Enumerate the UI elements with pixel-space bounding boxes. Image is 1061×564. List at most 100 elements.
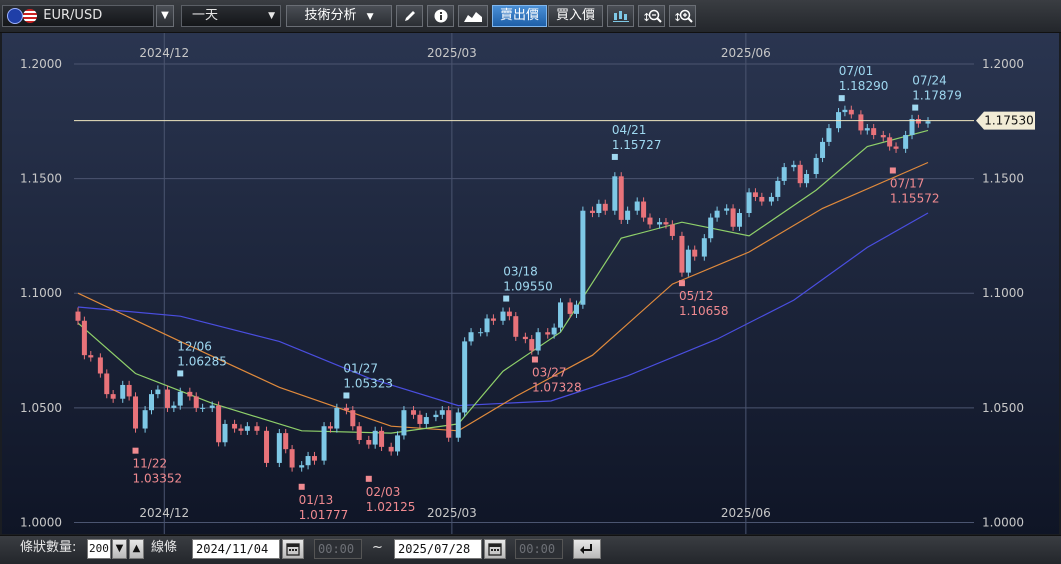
candle-body [238,428,244,431]
candle-body [177,391,183,406]
low-value-label: 1.01777 [299,508,349,522]
interval-select[interactable]: 一天 ▼ [181,5,281,27]
zoom-in-button[interactable]: ↕ [669,5,696,27]
low-marker [298,483,305,490]
candle-body [915,118,921,124]
candle-body [506,311,512,317]
candle-body [573,304,579,314]
bar-count-input[interactable]: 200 [87,539,111,559]
x-tick-label-top: 2024/12 [139,46,189,60]
candle-body [903,135,909,149]
candle-body [120,384,126,399]
candle-body [379,430,385,447]
candle-body [797,164,803,184]
candle-body [417,414,423,424]
candle-body [663,222,669,225]
candle-body [356,426,362,440]
chevron-down-icon: ▼ [366,12,374,22]
candle-body [264,430,270,463]
return-arrow-icon [580,544,592,554]
candle-body [880,135,886,138]
candle-body [187,391,193,397]
y-tick-label-left: 1.1000 [20,286,62,300]
candle-body [887,137,893,147]
from-time-value: 00:00 [318,542,355,556]
to-date-input[interactable]: 2025/07/28 [394,539,482,559]
candle-body [142,410,148,429]
candle-body [222,423,228,443]
candle-body [791,164,797,168]
candles-toggle-button[interactable] [607,5,634,27]
low-value-label: 1.07328 [532,381,582,395]
low-date-label: 11/22 [133,457,168,471]
candlestick-icon [612,11,629,22]
buy-price-button[interactable]: 買入價 [548,5,603,27]
symbol-combo[interactable]: EUR/USD [2,5,154,27]
candle-body [820,141,826,158]
candle-body [423,417,429,424]
high-date-label: 07/01 [839,64,874,78]
candle-body [171,405,177,408]
candle-body [701,238,707,257]
bar-count-decrease-button[interactable]: ▼ [112,539,127,559]
candle-body [193,396,199,408]
candle-body [388,446,394,452]
candle-body [657,222,663,225]
candle-body [781,167,787,181]
svg-text:↕: ↕ [673,11,682,24]
chevron-down-icon: ▼ [115,543,124,554]
zoom-out-button[interactable]: ↕ [638,5,665,27]
candle-body [75,311,81,321]
low-date-label: 02/03 [366,485,401,499]
candle-body [305,456,311,466]
candle-body [232,423,238,429]
candle-body [148,394,154,411]
apply-range-button[interactable] [573,539,601,559]
low-date-label: 03/27 [532,366,567,380]
candle-body [104,373,110,395]
candle-body [752,192,758,197]
candle-body [589,210,595,213]
candle-body [580,210,586,305]
candle-body [596,203,602,213]
moving-average-long-line [77,212,929,407]
from-calendar-button[interactable] [282,539,304,559]
candle-body [871,128,877,136]
candle-body [522,336,528,340]
draw-tool-button[interactable] [396,5,423,27]
current-price-tag [976,111,1035,130]
candle-body [155,389,161,395]
candle-body [909,118,915,136]
candle-body [826,128,832,142]
low-marker [365,475,372,482]
candle-body [209,405,215,408]
symbol-dropdown-button[interactable]: ▼ [156,5,174,27]
high-marker [343,392,350,399]
y-tick-label-right: 1.1500 [982,172,1024,186]
y-tick-label-right: 1.0000 [982,516,1024,530]
candle-body [618,176,624,220]
candle-body [395,435,401,452]
price-chart[interactable]: 1.2000 1.2000 1.1500 1.1500 1.1000 1.1000 1.05… [2,33,1059,534]
chart-svg[interactable]: 1.2000 1.2000 1.1500 1.1500 1.1000 1.1000 1.05… [2,33,1059,534]
analysis-menu-button[interactable]: 技術分析 ▼ [286,5,392,27]
high-date-label: 07/24 [912,74,947,88]
chart-type-button[interactable] [458,5,488,27]
to-time-input: 00:00 [515,539,563,559]
bar-count-increase-button[interactable]: ▲ [129,539,144,559]
y-tick-label-left: 1.0000 [20,516,62,530]
candle-body [401,410,407,436]
low-marker [132,447,139,454]
candle-body [350,410,356,427]
sell-price-button[interactable]: 賣出價 [492,5,547,27]
zoom-in-icon: ↕ [673,9,693,24]
from-date-input[interactable]: 2024/11/04 [192,539,280,559]
eu-flag-icon [7,7,23,24]
candle-body [724,208,730,211]
to-calendar-button[interactable] [484,539,506,559]
info-button[interactable] [427,5,454,27]
chevron-down-icon: ▼ [268,11,275,21]
high-value-label: 1.05323 [343,376,393,390]
low-value-label: 1.15572 [890,191,940,205]
us-flag-icon [23,8,38,23]
